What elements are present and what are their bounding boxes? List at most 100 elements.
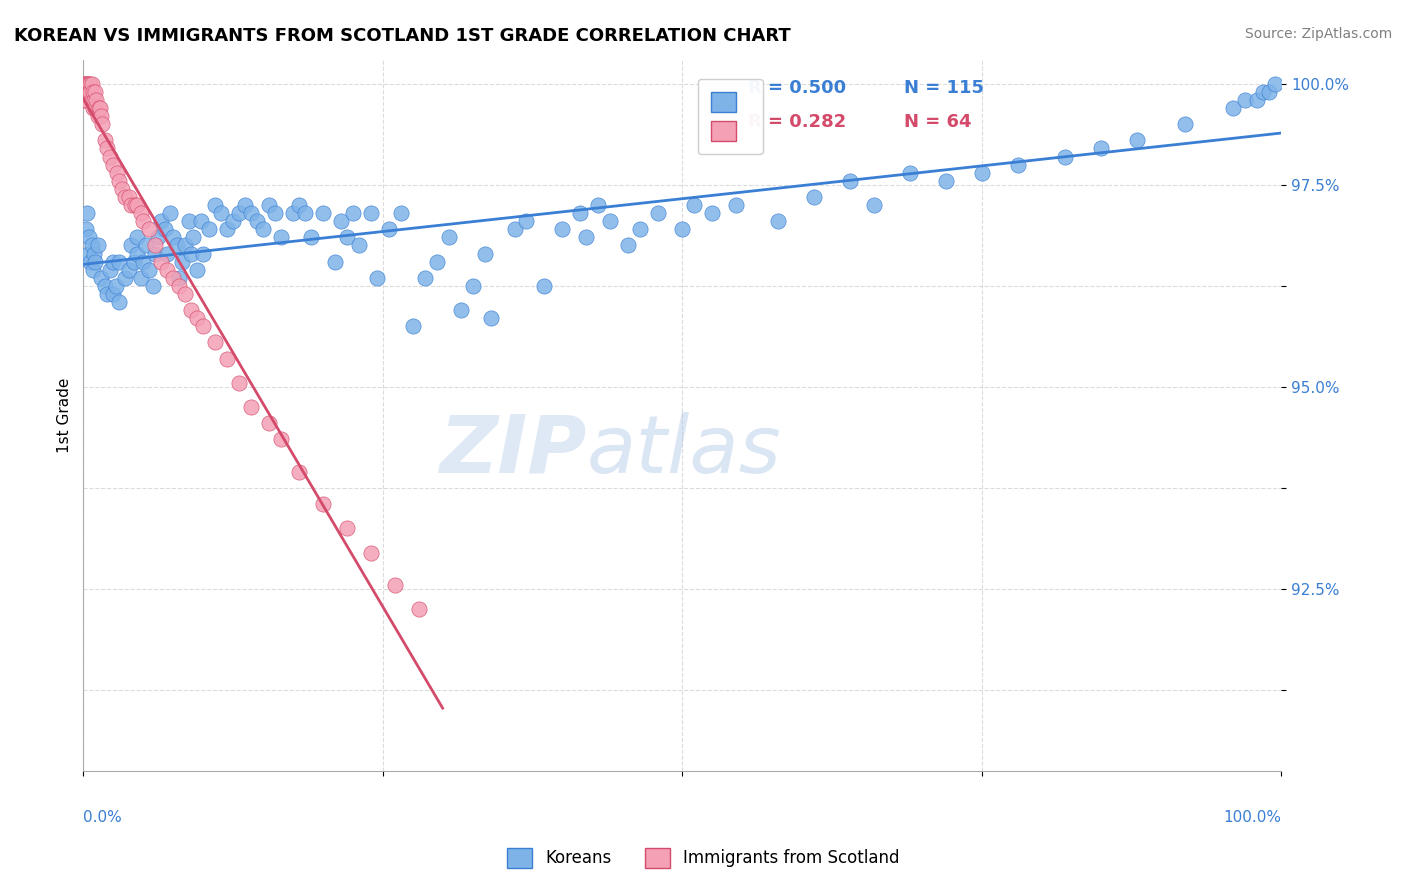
Point [86, 93, 108, 107]
Point [167, 278, 190, 293]
Point [551, 222, 574, 236]
Point [150, 254, 173, 268]
Point [180, 246, 202, 260]
Point [77, 85, 100, 99]
Point [281, 206, 304, 220]
Point [342, 206, 364, 220]
Point [98, 150, 121, 164]
Point [222, 214, 245, 228]
Point [288, 198, 311, 212]
Point [167, 270, 190, 285]
Point [96, 287, 118, 301]
Point [142, 278, 165, 293]
Point [312, 497, 335, 511]
Point [479, 311, 502, 326]
Point [288, 465, 311, 479]
Point [86, 109, 108, 123]
Point [76, 77, 98, 91]
Point [389, 206, 412, 220]
Point [599, 214, 621, 228]
Point [450, 303, 472, 318]
Point [127, 198, 149, 212]
Point [299, 230, 322, 244]
Point [702, 206, 724, 220]
Point [323, 254, 346, 268]
Point [75, 222, 97, 236]
Point [1234, 93, 1257, 107]
Point [264, 206, 287, 220]
Point [103, 158, 125, 172]
Point [426, 254, 449, 268]
Point [156, 262, 179, 277]
Point [132, 214, 155, 228]
Point [170, 254, 193, 268]
Point [377, 222, 399, 236]
Point [186, 311, 208, 326]
Point [228, 206, 250, 220]
Point [79, 254, 101, 268]
Point [118, 190, 141, 204]
Point [87, 101, 110, 115]
Point [252, 222, 274, 236]
Point [77, 85, 100, 99]
Point [177, 214, 200, 228]
Point [86, 238, 108, 252]
Point [104, 278, 127, 293]
Point [98, 262, 121, 277]
Text: 0.0%: 0.0% [83, 810, 122, 825]
Point [114, 270, 136, 285]
Point [79, 77, 101, 91]
Point [183, 230, 205, 244]
Point [159, 206, 181, 220]
Point [329, 214, 352, 228]
Point [360, 545, 382, 559]
Point [127, 246, 149, 260]
Point [898, 166, 921, 180]
Point [82, 262, 104, 277]
Point [91, 117, 114, 131]
Point [1251, 85, 1274, 99]
Point [209, 206, 232, 220]
Point [105, 166, 128, 180]
Text: KOREAN VS IMMIGRANTS FROM SCOTLAND 1ST GRADE CORRELATION CHART: KOREAN VS IMMIGRANTS FROM SCOTLAND 1ST G… [14, 27, 790, 45]
Point [75, 77, 97, 91]
Point [215, 351, 238, 366]
Text: atlas: atlas [586, 412, 782, 490]
Point [191, 319, 214, 334]
Text: N = 64: N = 64 [904, 113, 972, 131]
Point [120, 238, 142, 252]
Point [190, 214, 212, 228]
Point [138, 262, 160, 277]
Point [569, 206, 592, 220]
Point [73, 85, 96, 99]
Point [174, 287, 197, 301]
Point [129, 270, 152, 285]
Point [162, 270, 184, 285]
Point [766, 214, 789, 228]
Point [96, 141, 118, 155]
Point [437, 230, 460, 244]
Point [1054, 150, 1077, 164]
Point [114, 190, 136, 204]
Point [124, 198, 146, 212]
Point [186, 262, 208, 277]
Point [103, 254, 125, 268]
Point [402, 319, 425, 334]
Point [84, 254, 107, 268]
Point [366, 270, 388, 285]
Point [1174, 117, 1197, 131]
Point [725, 198, 748, 212]
Point [838, 174, 860, 188]
Point [803, 190, 825, 204]
Point [73, 77, 96, 91]
Text: N = 115: N = 115 [904, 78, 984, 97]
Point [120, 198, 142, 212]
Text: Source: ZipAtlas.com: Source: ZipAtlas.com [1244, 27, 1392, 41]
Point [240, 400, 263, 414]
Point [84, 85, 107, 99]
Point [294, 206, 316, 220]
Point [935, 174, 957, 188]
Point [515, 214, 537, 228]
Point [111, 182, 134, 196]
Point [461, 278, 484, 293]
